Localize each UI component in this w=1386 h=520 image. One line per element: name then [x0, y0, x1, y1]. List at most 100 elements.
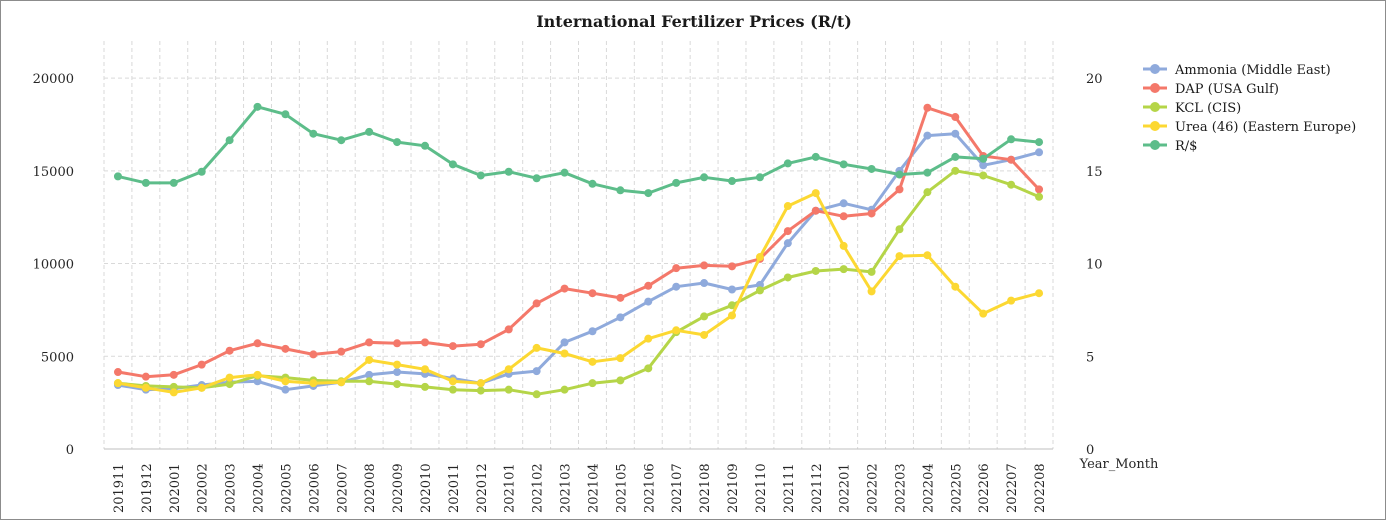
x-tick-label: 202205 [949, 463, 964, 513]
data-point [755, 286, 764, 295]
data-point [532, 367, 541, 376]
data-point [616, 313, 625, 322]
left-tick-label: 0 [66, 443, 74, 458]
chart-title: International Fertilizer Prices (R/t) [536, 12, 852, 31]
x-tick-label: 202107 [670, 463, 685, 513]
data-point [393, 380, 402, 389]
x-tick-label: 202106 [642, 463, 657, 513]
data-point [253, 102, 262, 111]
data-point [365, 338, 374, 347]
right-tick-label: 15 [1086, 165, 1103, 180]
x-tick-label: 202108 [698, 463, 713, 513]
data-point [867, 267, 876, 276]
data-point [420, 365, 429, 374]
data-point [393, 339, 402, 348]
x-tick-label: 202105 [614, 463, 629, 513]
data-point [113, 368, 122, 377]
data-point [811, 206, 820, 215]
data-point [225, 136, 234, 145]
data-point [560, 338, 569, 347]
data-point [895, 225, 904, 234]
data-point [560, 168, 569, 177]
x-tick-label: 202004 [252, 463, 267, 513]
data-point [309, 129, 318, 138]
data-point [560, 385, 569, 394]
data-point [420, 141, 429, 150]
data-point [811, 152, 820, 161]
data-point [811, 189, 820, 198]
data-point [169, 370, 178, 379]
x-tick-label: 202007 [335, 463, 350, 513]
right-tick-label: 5 [1086, 350, 1094, 365]
data-point [616, 376, 625, 385]
data-point [644, 297, 653, 306]
data-point [979, 309, 988, 318]
right-axis: 0 5 10 15 20 [1086, 72, 1103, 458]
data-point [783, 159, 792, 168]
x-tick-label: 202003 [224, 463, 239, 513]
data-point [783, 202, 792, 211]
data-point [141, 372, 150, 381]
left-tick-label: 5000 [41, 350, 74, 365]
legend-label: Ammonia (Middle East) [1174, 63, 1331, 78]
data-point [1007, 180, 1016, 189]
series-4 [113, 102, 1044, 198]
data-point [281, 344, 290, 353]
x-tick-label: 202204 [921, 463, 936, 513]
data-point [560, 284, 569, 293]
x-tick-label: 201911 [112, 463, 127, 513]
data-point [532, 390, 541, 399]
x-tick-label: 202103 [559, 463, 574, 513]
data-point [700, 261, 709, 270]
data-point [1035, 185, 1044, 194]
x-axis: 201911 201912 202001 202002 202003 202004 2020… [112, 463, 1048, 513]
data-point [113, 172, 122, 181]
x-tick-label: 202111 [782, 463, 797, 513]
data-point [923, 131, 932, 140]
data-point [393, 368, 402, 377]
x-tick-label: 202207 [1005, 463, 1020, 513]
data-point [337, 136, 346, 145]
x-tick-label: 202009 [391, 463, 406, 513]
data-point [839, 241, 848, 250]
data-point [476, 171, 485, 180]
data-point [1035, 138, 1044, 147]
data-point [951, 129, 960, 138]
data-point [1007, 135, 1016, 144]
data-point [1007, 296, 1016, 305]
x-tick-label: 202201 [838, 463, 853, 513]
data-point [1035, 192, 1044, 201]
data-point [616, 354, 625, 363]
data-point [755, 253, 764, 262]
data-point [644, 334, 653, 343]
data-point [365, 355, 374, 364]
data-point [644, 364, 653, 373]
data-point [979, 161, 988, 170]
data-point [560, 349, 569, 358]
legend: Ammonia (Middle East) DAP (USA Gulf) KCL (… [1143, 63, 1356, 154]
legend-swatch-marker [1150, 83, 1160, 93]
x-tick-label: 202208 [1033, 463, 1048, 513]
x-tick-label: 202006 [307, 463, 322, 513]
series-line [116, 105, 1041, 195]
data-point [783, 239, 792, 248]
data-point [169, 388, 178, 397]
data-point [839, 160, 848, 169]
data-point [588, 289, 597, 298]
left-axis: 0 5000 10000 15000 20000 [33, 72, 74, 458]
data-point [783, 227, 792, 236]
data-point [504, 167, 513, 176]
data-point [393, 360, 402, 369]
data-point [113, 379, 122, 388]
x-tick-label: 202010 [419, 463, 434, 513]
data-point [951, 166, 960, 175]
x-tick-label: 202109 [726, 463, 741, 513]
data-point [895, 252, 904, 261]
data-point [504, 365, 513, 374]
data-point [588, 327, 597, 336]
legend-label: Urea (46) (Eastern Europe) [1175, 120, 1356, 135]
data-point [616, 186, 625, 195]
data-point [1007, 155, 1016, 164]
legend-label: R/$ [1175, 139, 1197, 154]
right-tick-label: 10 [1086, 258, 1103, 273]
